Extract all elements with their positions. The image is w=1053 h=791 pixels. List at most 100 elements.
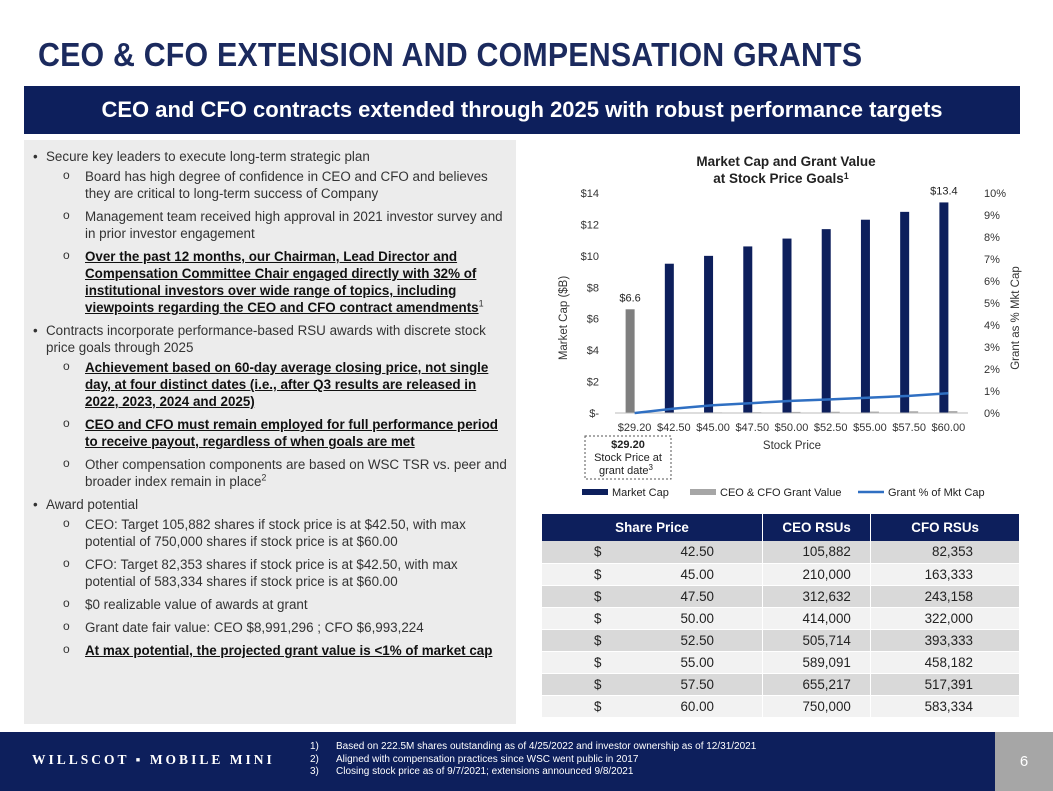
chart-subtitle-text: at Stock Price Goals (713, 171, 844, 186)
x-tick-label: $47.50 (735, 422, 769, 434)
sub-cfo-target: CFO: Target 82,353 shares if stock price… (32, 555, 508, 590)
header-cfo-rsus: CFO RSUs (870, 514, 1020, 541)
price-cell: $47.50 (542, 585, 763, 608)
sub-investor-engagement: Over the past 12 months, our Chairman, L… (32, 247, 508, 316)
table-row: $52.50 505,714 393,333 (542, 629, 1020, 652)
header-share-price: Share Price (542, 514, 763, 541)
y-tick-label: $2 (587, 377, 599, 389)
y-axis: $- $2 $4 $6 $8 $10 $12 $14 (581, 188, 600, 420)
company-logo: WILLSCOT ▪ MOBILE MINI (32, 752, 275, 767)
price-cell: $55.00 (542, 651, 763, 674)
ceo-rsu-cell: 589,091 (762, 651, 872, 674)
footnote-ref-1: 1 (478, 298, 484, 309)
grant-pct-polyline (634, 391, 949, 415)
y2-tick-label: 0% (984, 408, 1000, 420)
ceo-rsu-cell: 105,882 (762, 541, 872, 564)
chart-svg: Market Cap and Grant Value at Stock Pric… (558, 154, 1022, 499)
table-row: $60.00 750,000 583,334 (542, 695, 1020, 718)
market-cap-bar (821, 229, 831, 413)
chart-subtitle: at Stock Price Goals1 (713, 171, 849, 186)
subtitle-banner: CEO and CFO contracts extended through 2… (24, 86, 1020, 134)
x-tick-label: $45.00 (696, 422, 730, 434)
bullet-award-potential: Award potential (32, 496, 508, 513)
y2-tick-label: 8% (984, 232, 1000, 244)
legend-swatch (858, 490, 884, 494)
y-tick-label: $6 (587, 314, 599, 326)
footnote-2: 2) Aligned with compensation practices si… (310, 754, 756, 767)
y2-tick-label: 7% (984, 254, 1000, 266)
price-cell: $57.50 (542, 673, 763, 696)
market-cap-bar (664, 263, 674, 413)
legend-swatch (690, 489, 716, 495)
table-row: $47.50 312,632 243,158 (542, 585, 1020, 608)
cfo-rsu-cell: 517,391 (870, 673, 1020, 696)
sub-max-potential: At max potential, the projected grant va… (32, 641, 508, 659)
footnote-ref-2: 2 (261, 472, 267, 483)
grant-pct-line (634, 391, 949, 415)
market-cap-bar (782, 238, 792, 413)
header-ceo-rsus: CEO RSUs (762, 514, 872, 541)
footnotes: 1) Based on 222.5M shares outstanding as … (310, 741, 756, 779)
ceo-rsu-cell: 312,632 (762, 585, 872, 608)
y-tick-label: $10 (581, 251, 599, 263)
sub-fair-value: Grant date fair value: CEO $8,991,296 ; … (32, 618, 508, 636)
footnote-1: 1) Based on 222.5M shares outstanding as … (310, 741, 756, 754)
price-cell: $50.00 (542, 607, 763, 630)
sub-achievement: Achievement based on 60-day average clos… (32, 358, 508, 410)
table-row: $50.00 414,000 322,000 (542, 607, 1020, 630)
sub-management-approval: Management team received high approval i… (32, 207, 508, 242)
table-row: $55.00 589,091 458,182 (542, 651, 1020, 674)
y2-tick-label: 9% (984, 210, 1000, 222)
page-number: 6 (995, 732, 1053, 791)
footnote-text: Based on 222.5M shares outstanding as of… (336, 741, 757, 752)
callout-box (584, 435, 672, 480)
x-tick-label: $50.00 (775, 422, 809, 434)
callout-line3: grant date3 (599, 463, 654, 477)
page-title: CEO & CFO EXTENSION AND COMPENSATION GRA… (38, 36, 863, 73)
other-comp-text: Other compensation components are based … (85, 457, 507, 489)
y-tick-label: $4 (587, 345, 599, 357)
rsu-table-body: $42.50 105,882 82,353 $45.00 210,000 163,333 $… (542, 541, 1020, 718)
legend-label: Grant % of Mkt Cap (888, 487, 985, 499)
y2-tick-label: 5% (984, 298, 1000, 310)
market-cap-bar (900, 211, 910, 413)
chart-title-sup: 1 (844, 171, 849, 181)
y2-tick-label: 3% (984, 342, 1000, 354)
sub-board-confidence: Board has high degree of confidence in C… (32, 167, 508, 202)
key-points-panel: Secure key leaders to execute long-term … (24, 140, 516, 724)
legend-label: Market Cap (612, 487, 669, 499)
table-row: $42.50 105,882 82,353 (542, 541, 1020, 564)
market-cap-bar (939, 202, 949, 413)
max-potential-text: At max potential, the projected grant va… (85, 643, 493, 658)
cfo-rsu-cell: 243,158 (870, 585, 1020, 608)
price-callout: $29.20 Stock Price at grant date3 (584, 435, 672, 480)
y-tick-label: $12 (581, 219, 599, 231)
y2-tick-label: 4% (984, 320, 1000, 332)
investor-engagement-text: Over the past 12 months, our Chairman, L… (85, 249, 479, 315)
y-axis-label: Market Cap ($B) (558, 276, 570, 361)
y2-tick-label: 10% (984, 188, 1006, 200)
grant-value-bar (909, 411, 919, 413)
cfo-rsu-cell: 322,000 (870, 607, 1020, 630)
grant-value-bar (830, 411, 840, 413)
x-tick-label: $42.50 (657, 422, 691, 434)
x-tick-label: $29.20 (618, 422, 652, 434)
callout-line3-text: grant date (599, 465, 649, 477)
bullet-key-leaders: Secure key leaders to execute long-term … (32, 148, 508, 165)
y2-axis: 0% 1% 2% 3% 4% 5% 6% 7% 8% 9% 10% (984, 188, 1006, 420)
grant-value-bar (869, 411, 879, 413)
ceo-rsu-cell: 210,000 (762, 563, 872, 586)
y2-tick-label: 2% (984, 364, 1000, 376)
y2-tick-label: 1% (984, 386, 1000, 398)
x-tick-label: $60.00 (932, 422, 966, 434)
sub-realizable-value: $0 realizable value of awards at grant (32, 595, 508, 613)
footnote-num: 1) (310, 741, 319, 752)
price-cell: $52.50 (542, 629, 763, 652)
chart-legend: Market Cap CEO & CFO Grant Value Grant % o… (582, 487, 985, 499)
y2-tick-label: 6% (984, 276, 1000, 288)
ceo-rsu-cell: 505,714 (762, 629, 872, 652)
x-tick-label: $55.00 (853, 422, 887, 434)
y-tick-label: $8 (587, 282, 599, 294)
footnote-text: Aligned with compensation practices sinc… (336, 753, 639, 765)
y2-axis-label: Grant as % Mkt Cap (1010, 266, 1022, 370)
